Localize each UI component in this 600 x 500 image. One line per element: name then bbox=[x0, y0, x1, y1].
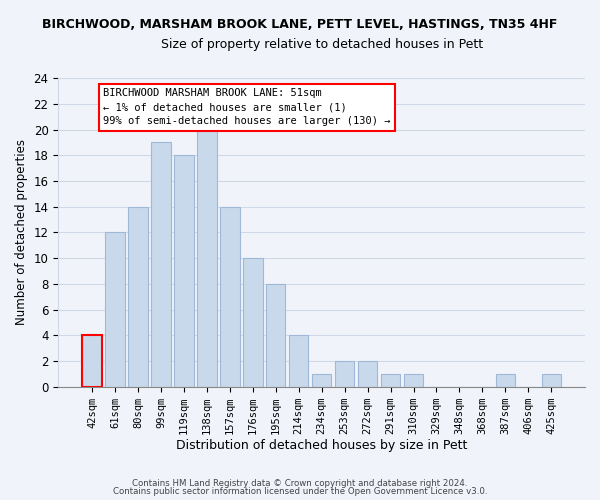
Text: Contains public sector information licensed under the Open Government Licence v3: Contains public sector information licen… bbox=[113, 487, 487, 496]
Bar bbox=[243, 258, 263, 386]
Text: BIRCHWOOD MARSHAM BROOK LANE: 51sqm
← 1% of detached houses are smaller (1)
99% : BIRCHWOOD MARSHAM BROOK LANE: 51sqm ← 1%… bbox=[103, 88, 391, 126]
Bar bbox=[312, 374, 331, 386]
Bar bbox=[82, 336, 102, 386]
Bar bbox=[358, 361, 377, 386]
Title: Size of property relative to detached houses in Pett: Size of property relative to detached ho… bbox=[161, 38, 483, 51]
Bar bbox=[266, 284, 286, 386]
Bar bbox=[220, 206, 239, 386]
Text: BIRCHWOOD, MARSHAM BROOK LANE, PETT LEVEL, HASTINGS, TN35 4HF: BIRCHWOOD, MARSHAM BROOK LANE, PETT LEVE… bbox=[43, 18, 557, 30]
Text: Contains HM Land Registry data © Crown copyright and database right 2024.: Contains HM Land Registry data © Crown c… bbox=[132, 478, 468, 488]
Bar bbox=[335, 361, 355, 386]
Bar bbox=[404, 374, 423, 386]
Bar bbox=[496, 374, 515, 386]
Bar bbox=[151, 142, 170, 386]
Bar bbox=[289, 336, 308, 386]
X-axis label: Distribution of detached houses by size in Pett: Distribution of detached houses by size … bbox=[176, 440, 467, 452]
Y-axis label: Number of detached properties: Number of detached properties bbox=[15, 140, 28, 326]
Bar bbox=[381, 374, 400, 386]
Bar bbox=[174, 155, 194, 386]
Bar bbox=[105, 232, 125, 386]
Bar bbox=[542, 374, 561, 386]
Bar bbox=[128, 206, 148, 386]
Bar bbox=[197, 130, 217, 386]
